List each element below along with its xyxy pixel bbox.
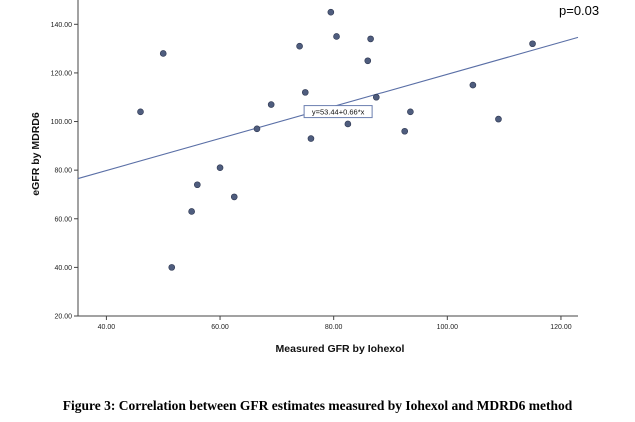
x-tick-label: 60.00 (211, 324, 229, 331)
data-point (137, 108, 144, 116)
data-point (333, 33, 340, 40)
data-point (194, 181, 201, 189)
data-point (469, 81, 477, 89)
data-point (267, 101, 275, 108)
data-point (253, 125, 261, 133)
x-tick-label: 40.00 (98, 324, 116, 331)
data-point (168, 264, 176, 271)
figure-caption: Figure 3: Correlation between GFR estima… (62, 398, 573, 413)
y-tick-label: 20.00 (54, 314, 72, 321)
data-point (364, 57, 372, 65)
data-point (230, 193, 238, 201)
x-tick-label: 100.00 (437, 324, 459, 331)
data-point (367, 35, 374, 43)
data-point (407, 108, 414, 116)
points-group (137, 8, 536, 271)
y-tick-label: 60.00 (54, 216, 72, 223)
data-point (401, 127, 409, 135)
axes: 20.00 40.00 60.00 80.00 100.00 120.00 140.00 40… (51, 0, 578, 331)
y-tick-label: 100.00 (51, 119, 73, 126)
data-point (301, 89, 309, 96)
data-point (296, 42, 303, 50)
y-tick-label: 140.00 (51, 22, 73, 29)
data-point (344, 120, 352, 128)
data-point (529, 40, 536, 48)
axis-labels: Measured GFR by Iohexol eGFR by MDRD6 (30, 112, 405, 355)
y-tick-label: 80.00 (54, 168, 72, 175)
p-value-annotation: p=0.03 (559, 3, 600, 18)
y-axis-title: eGFR by MDRD6 (30, 112, 42, 196)
x-tick-label: 120.00 (550, 324, 572, 331)
y-tick-label: 40.00 (54, 265, 72, 272)
scatter-chart: 20.00 40.00 60.00 80.00 100.00 120.00 140.00 40… (30, 0, 579, 355)
x-axis-title: Measured GFR by Iohexol (276, 343, 405, 355)
data-point (216, 164, 224, 172)
fit-line-group: y=53.44+0.66*x (77, 36, 579, 180)
data-point (327, 8, 335, 16)
equation-label: y=53.44+0.66*x (312, 108, 365, 117)
data-point (188, 208, 195, 215)
data-point (159, 50, 167, 57)
data-point (307, 135, 315, 142)
equation-box (303, 105, 373, 119)
y-tick-label: 120.00 (51, 70, 73, 77)
data-point (495, 115, 502, 123)
x-tick-label: 80.00 (325, 324, 343, 331)
data-point (372, 93, 380, 101)
